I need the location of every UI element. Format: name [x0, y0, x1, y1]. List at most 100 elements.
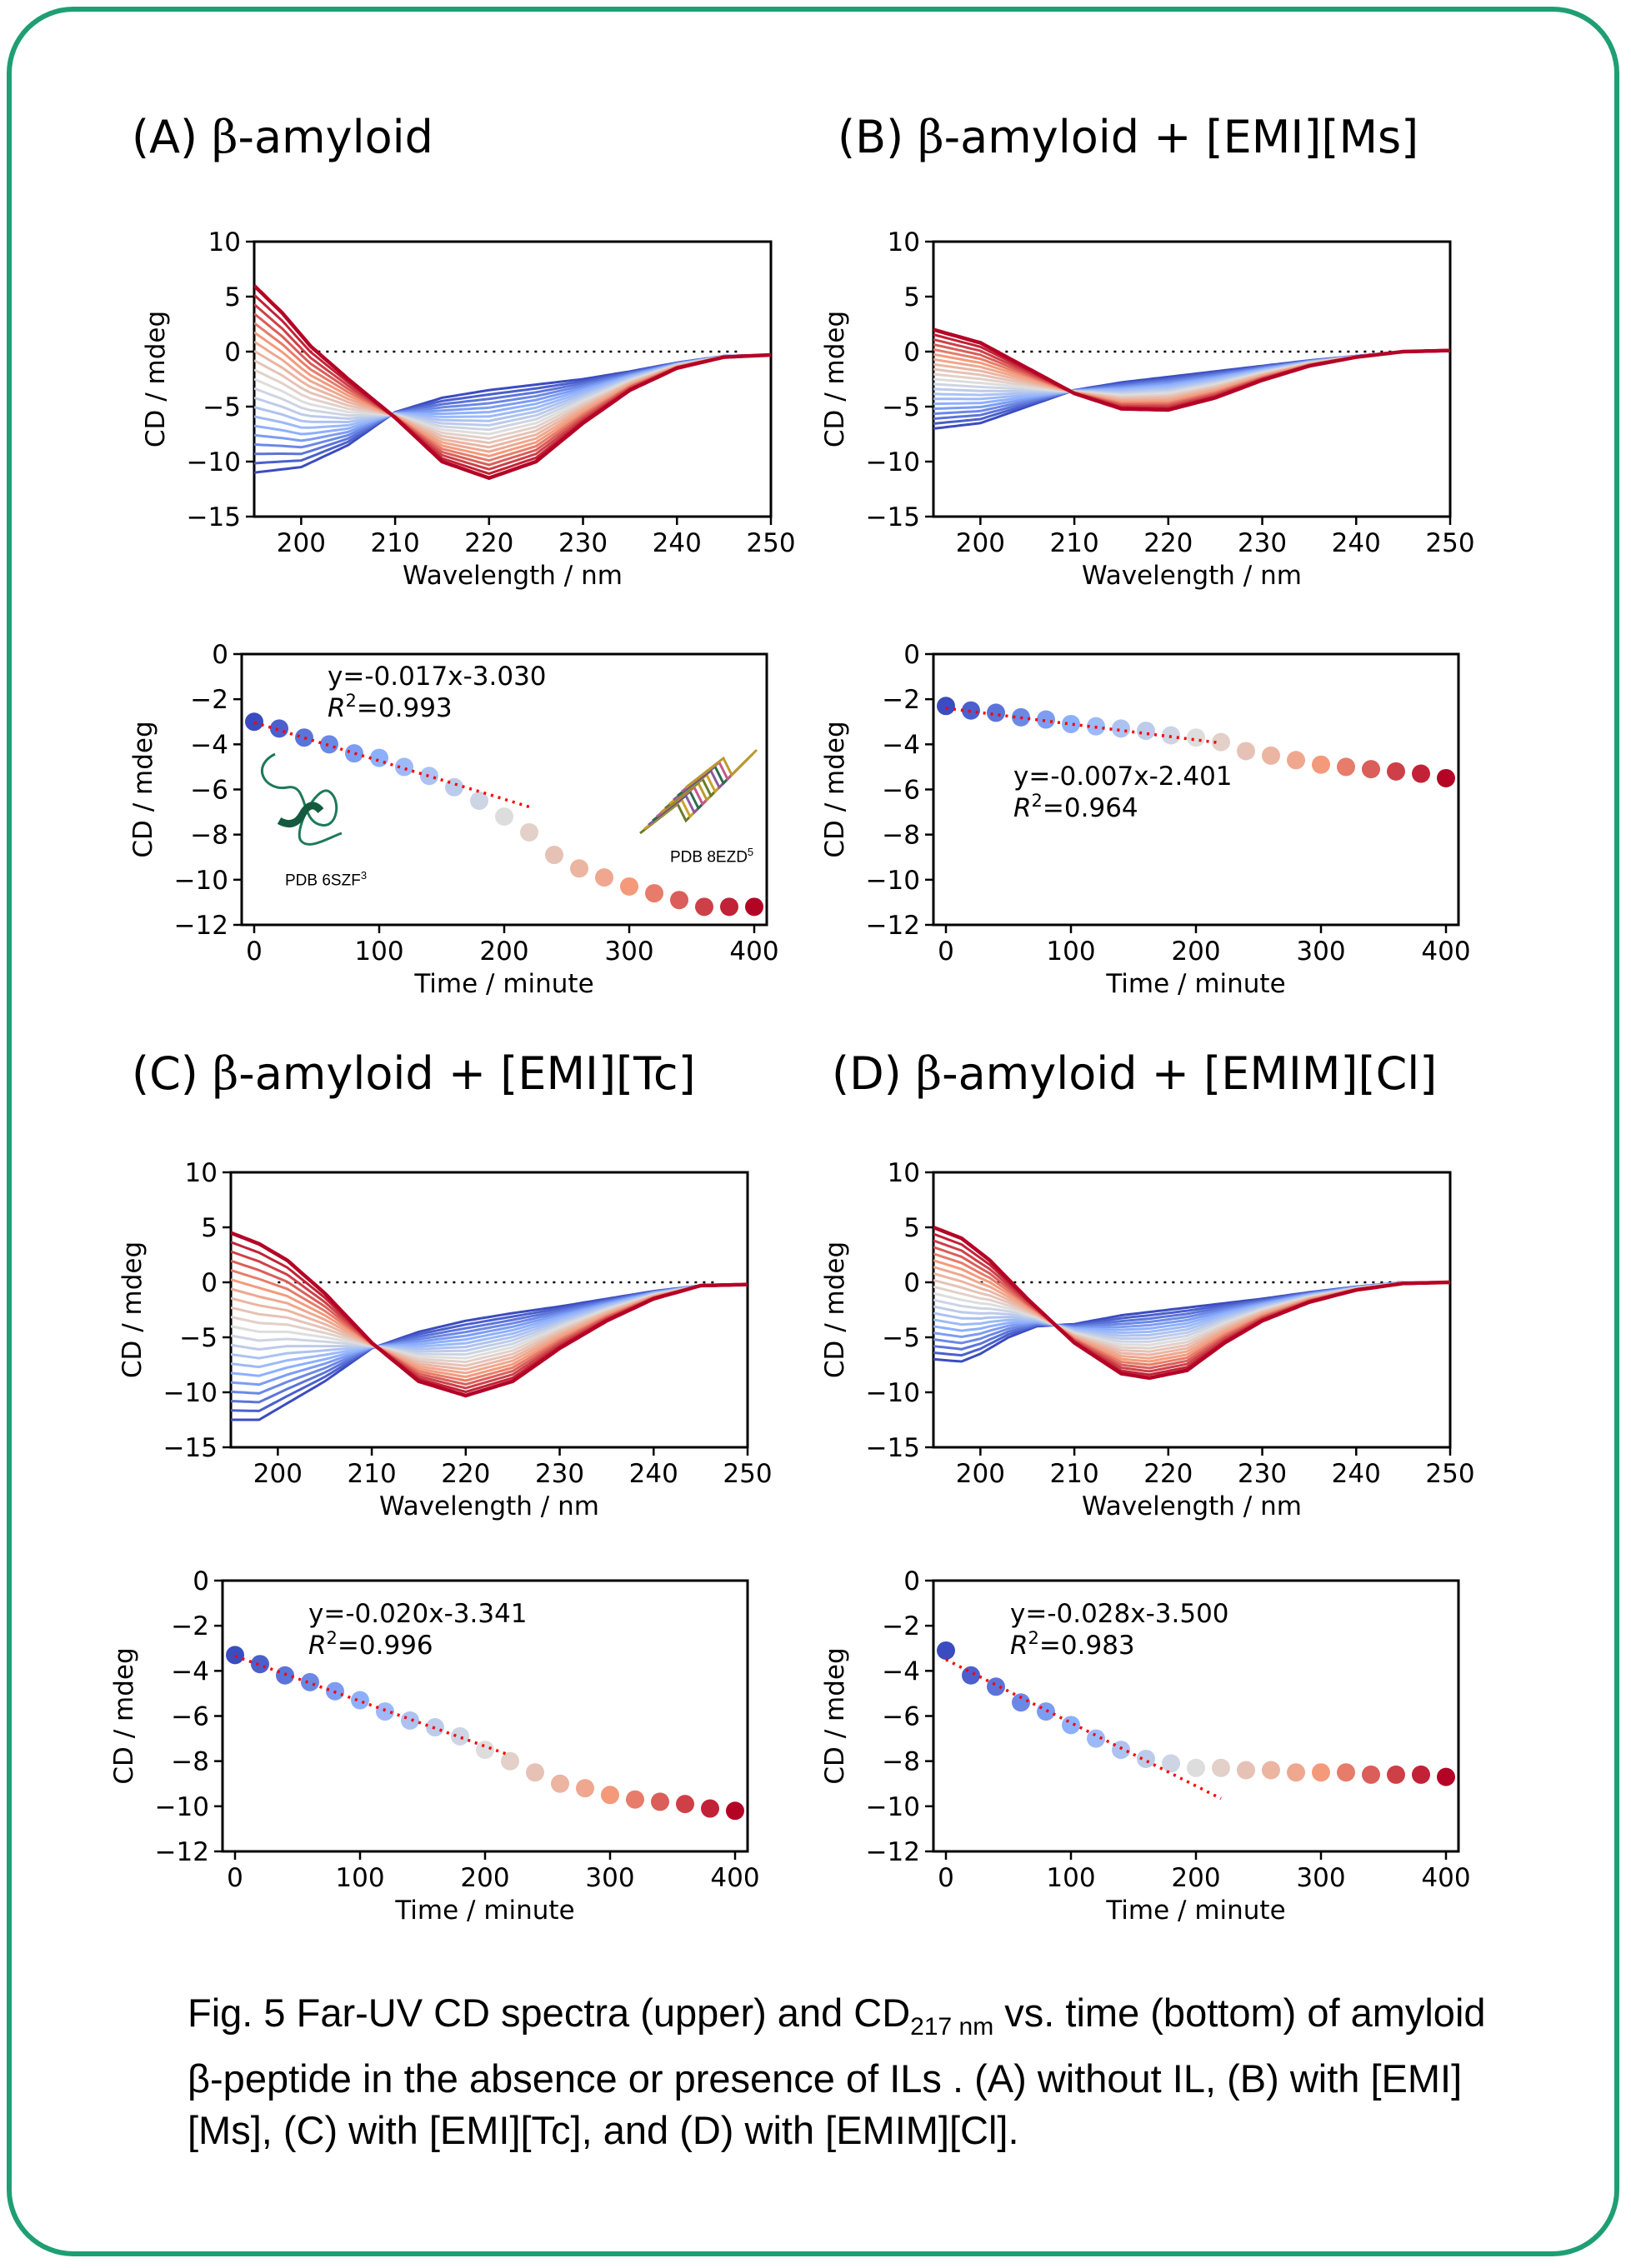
- y-tick-label: −2: [171, 1611, 209, 1641]
- inset-label-right: PDB 8EZD5: [670, 846, 753, 867]
- spectrum-line: [933, 327, 1450, 412]
- y-tick-label: −5: [179, 1323, 218, 1353]
- protein-ribbon: [261, 752, 343, 846]
- data-point: [1012, 1693, 1030, 1712]
- data-point: [720, 897, 738, 917]
- x-tick-label: 300: [1296, 937, 1345, 967]
- plot-frame: [932, 1171, 1452, 1449]
- r-value: =0.964: [1043, 793, 1138, 823]
- data-point: [1187, 728, 1205, 747]
- spectrum-line: [231, 1231, 748, 1398]
- y-tick-label: −10: [174, 866, 228, 896]
- y-tick-label: −10: [155, 1792, 209, 1822]
- inset-label-sup: 5: [747, 846, 754, 858]
- data-point: [670, 891, 688, 910]
- inset-label-text: PDB 6SZF: [285, 872, 361, 890]
- x-tick-label: 300: [1296, 1863, 1345, 1893]
- data-point: [545, 846, 563, 865]
- y-tick-label: −10: [187, 447, 241, 477]
- protein-helix: [277, 802, 324, 828]
- y-tick-label: 0: [201, 1268, 218, 1298]
- data-point: [937, 1641, 955, 1660]
- x-tick-label: 100: [1046, 1863, 1095, 1893]
- data-point: [420, 767, 438, 786]
- y-tick-label: 10: [888, 227, 920, 257]
- y-axis-label: CD / mdeg: [820, 1647, 850, 1784]
- x-tick-label: 210: [371, 528, 420, 558]
- x-tick-label: 200: [956, 1459, 1005, 1489]
- panel-title-a: (A) β-amyloid: [132, 115, 433, 160]
- data-point: [301, 1672, 319, 1691]
- panel-letter: (D): [832, 1047, 916, 1100]
- data-point: [1212, 732, 1230, 752]
- r-symbol: R: [1013, 793, 1032, 823]
- data-point: [1412, 764, 1430, 783]
- y-tick-label: −2: [882, 685, 920, 715]
- data-point: [1437, 768, 1455, 787]
- x-tick-label: 200: [460, 1863, 509, 1893]
- beta-symbol: β: [915, 1047, 943, 1100]
- x-tick-label: 220: [441, 1459, 490, 1489]
- panel-title-d: (D) β-amyloid + [EMIM][Cl]: [832, 1052, 1437, 1097]
- data-point: [245, 712, 263, 732]
- curves-group: [933, 327, 1450, 430]
- r-superscript: 2: [327, 1628, 338, 1648]
- data-point: [1262, 1761, 1280, 1780]
- data-point: [745, 897, 763, 917]
- r-value: =0.993: [357, 693, 453, 723]
- y-tick-label: −10: [163, 1378, 218, 1408]
- x-tick-label: 400: [1421, 937, 1470, 967]
- data-point: [676, 1795, 694, 1814]
- data-point: [987, 1677, 1005, 1696]
- fit-equation: y=-0.020x-3.341: [308, 1599, 528, 1629]
- chart-D-time: 0 100 200 300 400 −12 −10 −8 −6 −4 −2 0 Time / minut…: [820, 1566, 1471, 1926]
- data-point: [576, 1779, 594, 1798]
- y-tick-label: −10: [866, 1378, 920, 1408]
- data-point: [1087, 1729, 1105, 1748]
- r-squared: R2=0.993: [328, 691, 453, 723]
- y-tick-label: −4: [190, 730, 228, 760]
- y-tick-label: −12: [174, 911, 228, 941]
- y-tick-label: −6: [882, 776, 920, 806]
- data-point: [987, 703, 1005, 722]
- chart-D-spectra: 200 210 220 230 240 250 −15 −10 −5 0 5 10 Wavelength…: [820, 1158, 1475, 1521]
- data-point: [270, 719, 288, 738]
- x-axis-label: Time / minute: [394, 1896, 574, 1926]
- curves-group: [254, 284, 771, 481]
- x-tick-label: 0: [938, 937, 954, 967]
- x-tick-label: 400: [710, 1863, 759, 1893]
- data-point: [1037, 710, 1055, 729]
- x-tick-label: 100: [354, 937, 403, 967]
- data-point: [1287, 751, 1305, 770]
- panel-letter: (B): [838, 111, 918, 163]
- data-point: [1337, 757, 1355, 777]
- y-tick-label: −5: [882, 1323, 920, 1353]
- data-point: [351, 1691, 369, 1710]
- x-tick-label: 400: [1421, 1863, 1470, 1893]
- y-tick-label: 5: [903, 282, 920, 312]
- fit-equation: y=-0.017x-3.030: [328, 662, 547, 692]
- beta-symbol: β: [213, 1047, 239, 1100]
- r-value: =0.983: [1039, 1631, 1135, 1661]
- y-tick-label: −10: [866, 1792, 920, 1822]
- curves-group: [933, 1225, 1450, 1381]
- y-tick-label: −6: [882, 1702, 920, 1732]
- y-tick-label: −4: [882, 730, 920, 760]
- y-tick-label: −12: [866, 911, 920, 941]
- fit-equation: y=-0.007x-2.401: [1013, 762, 1233, 792]
- y-tick-label: −8: [190, 821, 228, 851]
- fit-equation: y=-0.028x-3.500: [1010, 1599, 1229, 1629]
- spectrum-line: [933, 1225, 1450, 1381]
- data-point: [345, 744, 363, 763]
- panel-name: -amyloid: [238, 111, 433, 163]
- x-tick-label: 300: [604, 937, 653, 967]
- x-axis-label: Time / minute: [413, 969, 593, 999]
- y-tick-label: 0: [903, 1268, 920, 1298]
- x-axis-label: Time / minute: [1105, 969, 1285, 999]
- data-point: [495, 807, 513, 826]
- data-point: [395, 757, 413, 777]
- data-point: [551, 1774, 569, 1793]
- data-point: [226, 1646, 244, 1665]
- x-tick-label: 210: [348, 1459, 397, 1489]
